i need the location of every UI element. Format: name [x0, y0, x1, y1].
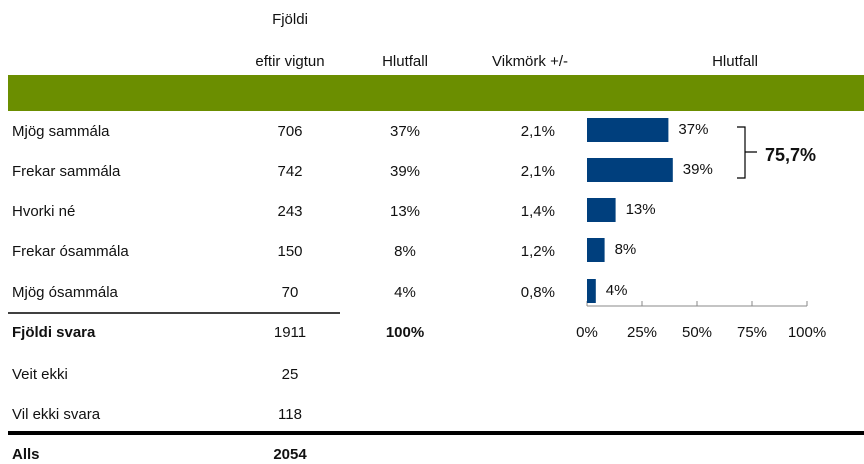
cell: 13% — [390, 203, 420, 220]
cell: 39% — [390, 163, 420, 180]
value-label: 37% — [678, 121, 708, 138]
x-tick-label: 75% — [737, 324, 767, 341]
cell: 118 — [278, 406, 302, 423]
cell: 706 — [277, 123, 302, 140]
cell: 1,2% — [521, 243, 555, 260]
bracket — [737, 126, 757, 179]
cell: Fjöldi svara — [12, 324, 96, 341]
cell: 4% — [394, 284, 416, 301]
header: Hlutfall — [382, 53, 428, 70]
header: Fjöldi — [272, 11, 308, 28]
value-label: 39% — [683, 161, 713, 178]
cell: 8% — [394, 243, 416, 260]
value-label: 4% — [606, 282, 628, 299]
header-band — [8, 75, 864, 111]
cell: 37% — [390, 123, 420, 140]
cell: Mjög ósammála — [12, 284, 119, 301]
x-tick-label: 25% — [627, 324, 657, 341]
cell: 1,4% — [521, 203, 555, 220]
annotation: 75,7% — [765, 145, 816, 165]
x-tick-label: 0% — [576, 324, 598, 341]
cell: Frekar ósammála — [12, 243, 129, 260]
cell: Alls — [12, 446, 40, 463]
cell: 1911 — [274, 324, 306, 341]
bar — [587, 238, 605, 262]
bar — [587, 158, 673, 182]
bar — [587, 279, 596, 303]
cell: Vil ekki svara — [12, 406, 101, 423]
cell: 2054 — [273, 446, 307, 463]
cell: 70 — [282, 284, 299, 301]
cell: 243 — [277, 203, 302, 220]
cell: 150 — [277, 243, 302, 260]
cell: Frekar sammála — [12, 163, 121, 180]
value-label: 8% — [615, 241, 637, 258]
cell: 0,8% — [521, 284, 555, 301]
cell: 2,1% — [521, 163, 555, 180]
x-tick-label: 100% — [788, 324, 826, 341]
cell: 25 — [282, 366, 299, 383]
bar — [587, 198, 616, 222]
cell: 742 — [277, 163, 302, 180]
cell: Mjög sammála — [12, 123, 110, 140]
cell: Hvorki né — [12, 203, 75, 220]
header: Vikmörk +/- — [492, 53, 568, 70]
header: eftir vigtun — [255, 53, 324, 70]
bar — [587, 118, 669, 142]
cell: 2,1% — [521, 123, 555, 140]
header: Hlutfall — [712, 53, 758, 70]
value-label: 13% — [626, 201, 656, 218]
cell: 100% — [386, 324, 424, 341]
cell: Veit ekki — [12, 366, 68, 383]
x-tick-label: 50% — [682, 324, 712, 341]
